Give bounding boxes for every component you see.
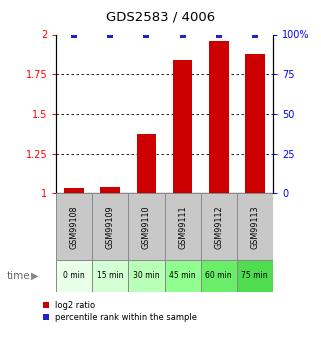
Text: ▶: ▶ <box>30 271 38 281</box>
Bar <box>201 193 237 260</box>
Text: GSM99113: GSM99113 <box>250 205 259 249</box>
Text: GSM99110: GSM99110 <box>142 205 151 249</box>
Point <box>144 32 149 37</box>
Point <box>180 32 185 37</box>
Bar <box>128 193 164 260</box>
Point <box>252 32 257 37</box>
Bar <box>56 260 92 292</box>
Bar <box>92 260 128 292</box>
Text: 0 min: 0 min <box>63 272 85 280</box>
Bar <box>237 260 273 292</box>
Legend: log2 ratio, percentile rank within the sample: log2 ratio, percentile rank within the s… <box>43 301 197 322</box>
Bar <box>245 53 265 193</box>
Bar <box>164 193 201 260</box>
Text: 30 min: 30 min <box>133 272 160 280</box>
Bar <box>64 188 84 193</box>
Bar <box>173 60 193 193</box>
Text: time: time <box>6 271 30 281</box>
Point <box>108 32 113 37</box>
Text: GSM99112: GSM99112 <box>214 205 223 249</box>
Bar <box>136 135 156 193</box>
Bar <box>237 193 273 260</box>
Point <box>72 32 77 37</box>
Bar <box>128 260 164 292</box>
Text: 60 min: 60 min <box>205 272 232 280</box>
Text: 75 min: 75 min <box>241 272 268 280</box>
Bar <box>100 187 120 193</box>
Text: GSM99109: GSM99109 <box>106 205 115 249</box>
Bar <box>56 193 92 260</box>
Bar <box>201 260 237 292</box>
Text: 45 min: 45 min <box>169 272 196 280</box>
Point <box>216 32 221 37</box>
Text: GDS2583 / 4006: GDS2583 / 4006 <box>106 10 215 23</box>
Text: GSM99108: GSM99108 <box>70 205 79 249</box>
Text: GSM99111: GSM99111 <box>178 205 187 249</box>
Bar <box>209 41 229 193</box>
Bar <box>164 260 201 292</box>
Text: 15 min: 15 min <box>97 272 124 280</box>
Bar <box>92 193 128 260</box>
